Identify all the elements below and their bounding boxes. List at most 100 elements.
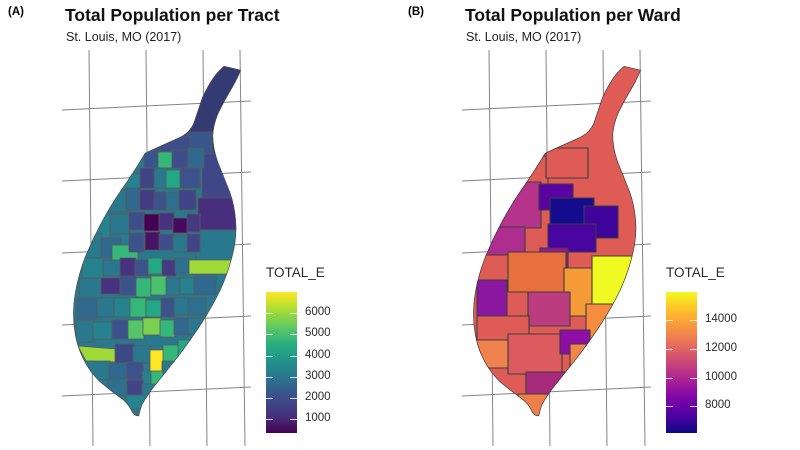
legend-tick-mark [690,406,697,407]
map-region [113,297,132,318]
legend-a-title: TOTAL_E [266,265,325,280]
map-region [507,333,563,375]
legend-tick-mark [266,419,273,420]
tract-choropleth-map [61,49,252,447]
legend-tick-mark [266,377,273,378]
legend-tick-label: 3000 [305,370,331,382]
map-region [173,297,190,316]
map-region [119,257,137,277]
legend-tick-label: 6000 [305,306,331,318]
map-region [177,339,193,358]
map-region [84,360,111,381]
map-region [186,233,201,253]
map-region [158,212,175,231]
map-region [174,257,190,274]
map-region [547,223,597,253]
graticule-line [61,386,252,397]
map-region [171,149,189,169]
legend-tick-mark [666,378,673,379]
map-region [129,297,147,318]
map-region [142,317,162,336]
legend-tick-label: 2000 [305,391,331,403]
legend-b-colorbar [666,292,697,433]
map-region [102,259,122,277]
legend-tick-mark [290,398,297,399]
ward-choropleth-map [461,49,652,447]
map-region [503,155,549,185]
legend-tick-mark [666,406,673,407]
map-region [179,277,196,295]
map-region [186,213,201,233]
map-region [92,321,114,340]
map-region [172,217,189,234]
map-region [135,277,152,298]
legend-tick-label: 12000 [705,342,737,354]
graticule-line [239,49,246,447]
panel-a: (A) Total Population per Tract St. Louis… [8,5,331,447]
map-region [78,277,103,299]
map-region [144,231,161,251]
map-region [492,181,542,229]
map-region [161,360,179,379]
legend-tick-mark [290,419,297,420]
legend-tick-label: 14000 [705,313,737,325]
map-region [165,169,182,189]
legend-tick-label: 10000 [705,371,737,383]
map-region [75,319,95,343]
map-region [165,277,181,296]
map-region [173,317,190,336]
map-region [527,291,571,327]
map-region [126,361,144,382]
panel-b-title: Total Population per Ward [465,5,681,25]
map-region [147,257,164,275]
map-region [165,191,181,211]
map-region [159,319,176,338]
map-region [507,251,567,293]
map-region [96,297,116,318]
graticule-line [639,49,646,447]
map-region [145,299,163,318]
legend-tick-mark [690,378,697,379]
map-region [125,187,142,211]
map-region [108,362,129,381]
legend-a-colorbar [266,292,297,433]
map-region [193,275,217,296]
map-region [127,319,145,340]
legend-tick-mark [290,334,297,335]
map-region [197,197,241,231]
map-outline [473,66,641,417]
legend-tick-label: 8000 [705,399,731,411]
panel-a-title: Total Population per Tract [65,5,280,25]
legend-tick-mark [290,313,297,314]
graticule-line [461,386,652,397]
legend-tick-mark [266,356,273,357]
map-region [126,379,144,397]
map-outline [73,66,241,417]
legend-tick-mark [266,398,273,399]
map-region [172,235,189,253]
map-region [139,189,156,211]
map-region [134,259,150,277]
map-region [128,211,146,231]
legend-b-title: TOTAL_E [666,265,725,280]
map-region [188,259,234,275]
legend-tick-label: 5000 [305,327,331,339]
legend-tick-mark [690,320,697,321]
legend-tick-label: 1000 [305,412,331,424]
map-region [569,343,603,381]
map-region [161,259,177,277]
legend-tick-mark [666,349,673,350]
map-region [153,167,168,189]
map-region [143,213,161,232]
legend-tick-mark [266,334,273,335]
legend-tick-mark [266,313,273,314]
legend-tick-mark [666,320,673,321]
panel-b-subtitle: St. Louis, MO (2017) [466,30,582,44]
map-region [187,147,205,169]
map-region [100,277,122,295]
panel-a-subtitle: St. Louis, MO (2017) [66,30,182,44]
map-region [114,343,135,364]
panel-b-tag: (B) [408,6,424,18]
map-region [517,393,581,417]
legend-tick-mark [290,356,297,357]
